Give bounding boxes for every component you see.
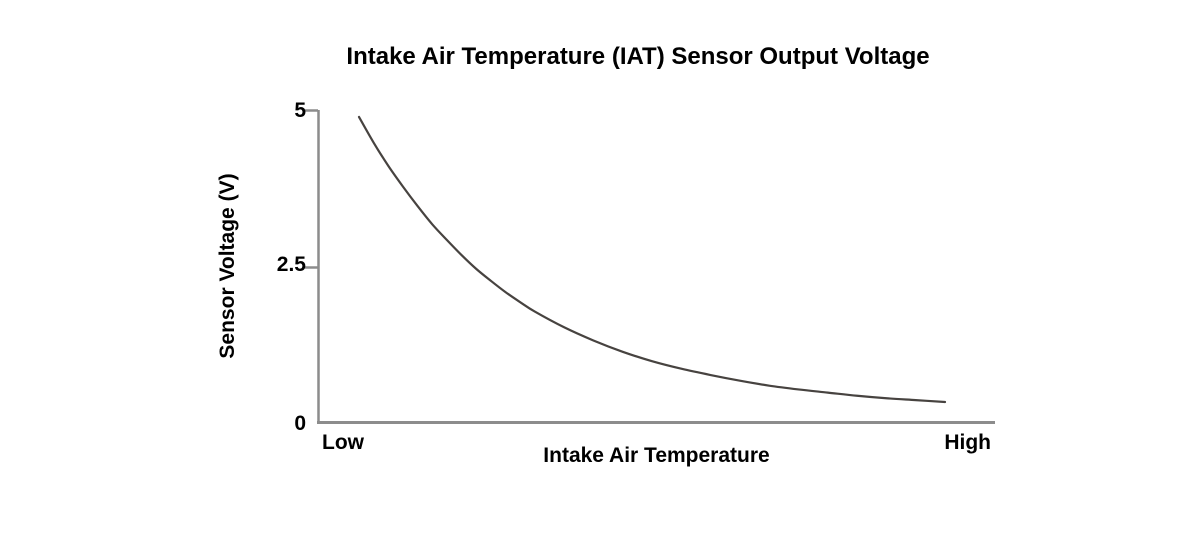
chart-title: Intake Air Temperature (IAT) Sensor Outp… xyxy=(346,43,930,70)
y-tick-label-5: 5 xyxy=(294,99,306,122)
y-tick-label-2-5: 2.5 xyxy=(276,253,306,276)
iat-voltage-curve xyxy=(357,115,947,404)
x-axis-high-label: High xyxy=(944,431,991,454)
y-tick-label-0: 0 xyxy=(294,412,306,435)
x-axis-low-label: Low xyxy=(322,431,364,454)
x-axis-label: Intake Air Temperature xyxy=(543,444,770,467)
